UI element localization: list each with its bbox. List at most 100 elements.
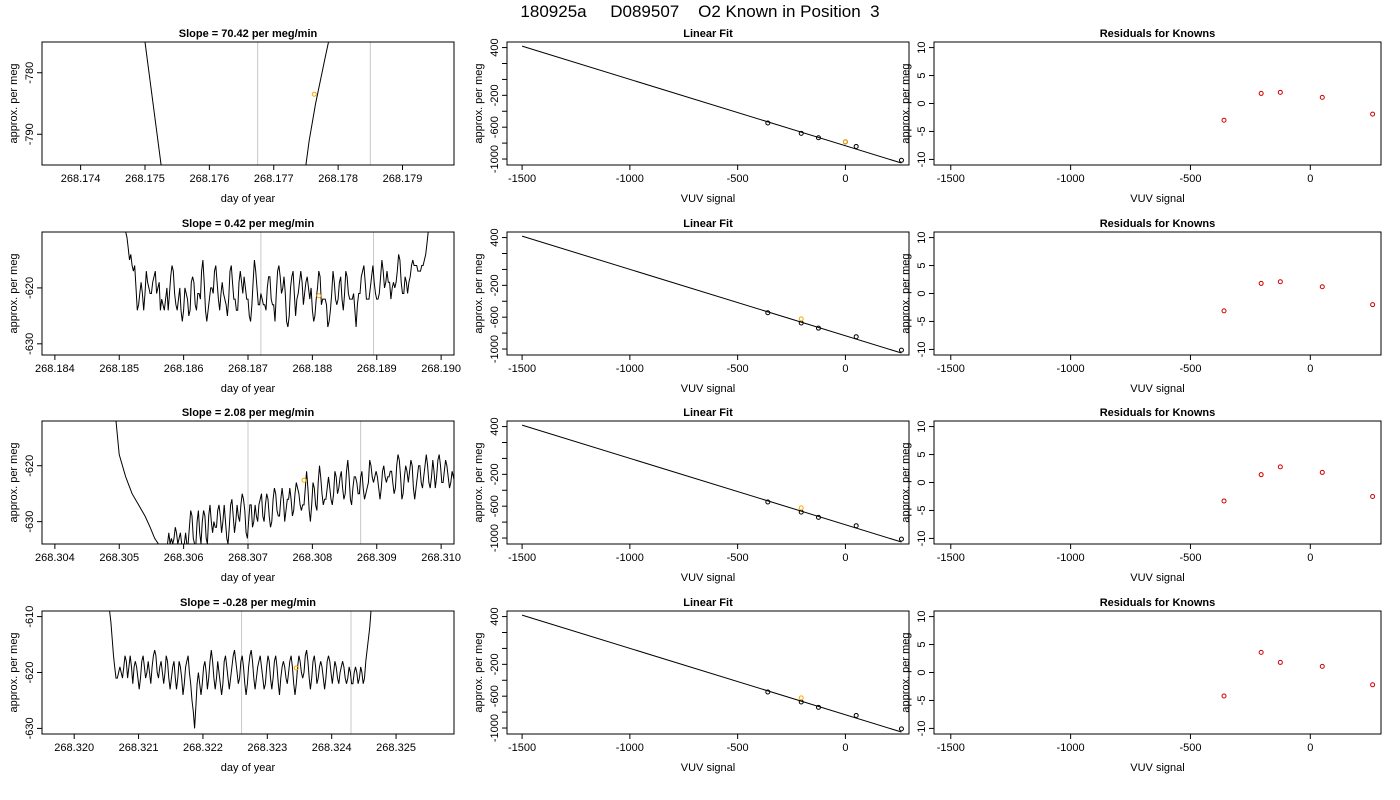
y-tick-label: 400 (489, 38, 501, 56)
x-tick-label: 268.324 (312, 742, 352, 754)
fit-line (521, 424, 902, 543)
known-point (853, 334, 859, 340)
highlight-point (798, 505, 804, 511)
x-tick-label: 268.188 (292, 363, 332, 375)
x-tick-label: 268.185 (99, 363, 139, 375)
y-tick-label: 5 (916, 262, 928, 268)
x-tick-label: -1000 (616, 742, 644, 754)
residual-point (1319, 663, 1325, 669)
y-tick-label: -1000 (489, 524, 501, 552)
y-axis-label: approx. per meg (473, 442, 485, 522)
known-point (898, 347, 904, 353)
chart-title: Residuals for Knowns (1100, 597, 1216, 609)
residual-point (1370, 302, 1376, 308)
chart-title: Linear Fit (683, 218, 733, 230)
y-tick-label: -5 (916, 127, 928, 137)
plot-area (144, 42, 371, 165)
y-tick-label: -610 (24, 606, 36, 628)
highlight-point (311, 91, 317, 97)
x-tick-label: 268.176 (189, 173, 229, 185)
residual-point (1258, 280, 1264, 286)
x-tick-label: 0 (1307, 173, 1313, 185)
y-tick-label: -620 (24, 455, 36, 477)
series-line (305, 42, 329, 165)
residual-point (1258, 472, 1264, 478)
y-tick-label: -790 (24, 123, 36, 145)
chart-title: Slope = 70.42 per meg/min (179, 28, 318, 40)
x-tick-label: 268.187 (228, 363, 268, 375)
x-axis-label: VUV signal (1130, 762, 1184, 774)
y-tick-label: 0 (916, 290, 928, 296)
x-tick-label: -1000 (1057, 173, 1085, 185)
chart-title: Residuals for Knowns (1100, 28, 1216, 40)
y-tick-label: -10 (916, 720, 928, 736)
plot-area (1221, 649, 1376, 699)
chart-panel-3-2: Linear Fit -1500 -1000 -500 0 -1000 -600 -200 40… (473, 407, 910, 584)
x-tick-label: -500 (727, 742, 749, 754)
residual-point (1277, 89, 1283, 95)
x-tick-label: 268.179 (383, 173, 423, 185)
plot-frame (506, 231, 910, 356)
x-tick-label: 268.190 (421, 363, 461, 375)
x-tick-label: -1500 (937, 363, 965, 375)
chart-panel-3-1: Slope = 2.08 per meg/min 268.304 268.305 26… (8, 407, 461, 584)
series-line (144, 42, 162, 165)
series-line (167, 454, 454, 544)
known-point (765, 499, 771, 505)
residual-point (1319, 94, 1325, 100)
plot-frame (41, 231, 455, 356)
y-tick-label: -200 (489, 274, 501, 296)
y-axis-label: approx. per meg (473, 632, 485, 712)
y-tick-label: -600 (489, 495, 501, 517)
x-tick-label: -1000 (616, 173, 644, 185)
x-tick-label: -500 (1179, 552, 1201, 564)
x-axis-label: VUV signal (681, 193, 735, 205)
series-line (125, 232, 429, 328)
y-tick-label: -10 (916, 530, 928, 546)
y-axis-label: approx. per meg (900, 442, 912, 522)
series-line (109, 611, 372, 729)
y-tick-label: -200 (489, 84, 501, 106)
x-tick-label: -1000 (1057, 552, 1085, 564)
chart-panel-2-1: Slope = 0.42 per meg/min 268.184 268.185 26… (8, 218, 461, 395)
highlight-point (798, 695, 804, 701)
plot-frame (41, 41, 455, 166)
residual-point (1221, 308, 1227, 314)
y-tick-label: 0 (916, 100, 928, 106)
y-tick-label: 10 (916, 231, 928, 243)
y-axis-label: approx. per meg (8, 253, 20, 333)
x-tick-label: 268.325 (376, 742, 416, 754)
known-point (853, 143, 859, 149)
y-tick-label: 10 (916, 41, 928, 53)
plot-area (1221, 464, 1376, 504)
y-tick-label: -630 (24, 717, 36, 739)
x-tick-label: 268.321 (119, 742, 159, 754)
y-tick-label: -620 (24, 277, 36, 299)
x-tick-label: -1000 (616, 552, 644, 564)
chart-panel-1-3: Residuals for Knowns -1500 -1000 -500 0 -10 -5… (900, 28, 1382, 205)
residual-point (1319, 284, 1325, 290)
x-tick-label: -500 (727, 363, 749, 375)
y-axis-label: approx. per meg (473, 63, 485, 143)
chart-panel-4-3: Residuals for Knowns -1500 -1000 -500 0 -10 -5… (900, 597, 1382, 774)
x-tick-label: -1000 (616, 363, 644, 375)
residual-point (1277, 464, 1283, 470)
known-point (798, 130, 804, 136)
plot-area (115, 421, 454, 544)
x-tick-label: -1000 (1057, 742, 1085, 754)
x-tick-label: -1500 (937, 173, 965, 185)
x-tick-label: 268.184 (35, 363, 75, 375)
highlight-point (316, 293, 322, 299)
chart-title: Linear Fit (683, 407, 733, 419)
x-tick-label: -500 (727, 552, 749, 564)
x-tick-label: 268.322 (183, 742, 223, 754)
residual-point (1370, 493, 1376, 499)
known-point (853, 523, 859, 529)
y-tick-label: -600 (489, 116, 501, 138)
known-point (765, 310, 771, 316)
known-point (898, 726, 904, 732)
chart-title: Linear Fit (683, 28, 733, 40)
plot-frame (506, 420, 910, 545)
y-tick-label: -780 (24, 62, 36, 84)
